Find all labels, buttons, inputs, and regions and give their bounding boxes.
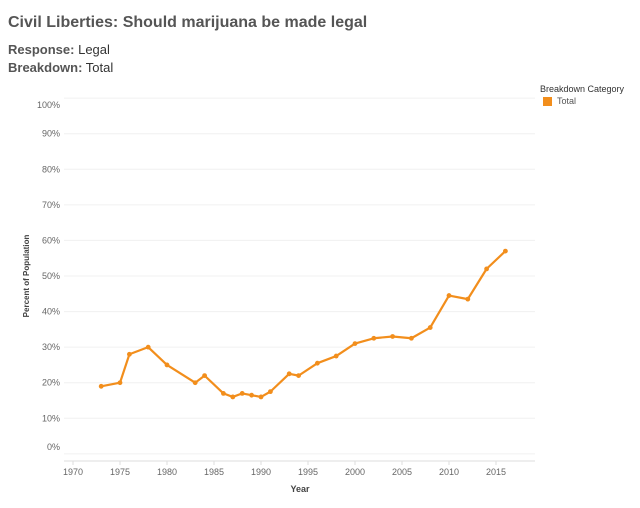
x-tick-label: 1990 xyxy=(251,467,271,477)
legend-swatch xyxy=(543,96,552,106)
x-tick-label: 1975 xyxy=(110,467,130,477)
data-point xyxy=(117,380,123,386)
data-point xyxy=(352,341,358,346)
data-point xyxy=(145,344,151,350)
x-tick-label: 1970 xyxy=(63,467,83,477)
data-point xyxy=(315,360,320,366)
data-point xyxy=(164,362,170,368)
legend-title: Breakdown Category xyxy=(540,84,625,94)
x-tick-label: 2015 xyxy=(486,467,506,477)
data-point xyxy=(333,353,339,359)
data-point xyxy=(126,351,132,357)
y-tick-label: 60% xyxy=(42,235,60,245)
data-point xyxy=(98,383,104,389)
data-point xyxy=(230,394,236,400)
data-point xyxy=(484,266,489,272)
data-point xyxy=(258,394,264,400)
series-line-total xyxy=(100,250,507,399)
data-point xyxy=(427,325,433,330)
data-point xyxy=(202,373,208,379)
x-tick-label: 1985 xyxy=(204,467,224,477)
y-tick-label: 50% xyxy=(42,271,60,281)
x-axis-title: Year xyxy=(290,484,310,494)
y-tick-label: 0% xyxy=(47,442,60,452)
y-tick-label: 30% xyxy=(42,342,60,352)
data-point xyxy=(239,391,245,396)
data-point xyxy=(286,371,292,377)
x-tick-label: 2010 xyxy=(439,467,459,477)
response-filter: Response: Legal xyxy=(8,42,110,57)
data-point xyxy=(221,391,226,396)
breakdown-filter: Breakdown: Total xyxy=(8,60,114,75)
x-tick-label: 2000 xyxy=(345,467,365,477)
data-point xyxy=(446,293,452,298)
data-point xyxy=(296,373,301,379)
y-tick-label: 100% xyxy=(37,100,60,110)
chart-title: Civil Liberties: Should marijuana be mad… xyxy=(8,14,368,31)
data-point xyxy=(192,380,198,386)
y-tick-label: 80% xyxy=(42,164,60,174)
y-tick-label: 10% xyxy=(42,413,60,423)
legend-item-total[interactable]: Total xyxy=(543,96,576,106)
y-tick-label: 20% xyxy=(42,378,60,388)
y-tick-label: 70% xyxy=(42,200,60,210)
legend-label: Total xyxy=(557,96,577,106)
x-tick-label: 1995 xyxy=(298,467,318,477)
data-point xyxy=(503,248,508,254)
y-tick-label: 40% xyxy=(42,307,60,317)
data-point xyxy=(409,335,414,341)
data-point xyxy=(465,296,471,302)
data-point xyxy=(390,334,395,339)
x-tick-label: 2005 xyxy=(392,467,412,477)
y-tick-label: 90% xyxy=(42,129,60,139)
data-point xyxy=(249,392,255,398)
y-axis-title: Percent of Population xyxy=(22,235,31,318)
x-tick-label: 1980 xyxy=(157,467,177,477)
data-point xyxy=(371,335,377,341)
data-point xyxy=(268,389,273,395)
